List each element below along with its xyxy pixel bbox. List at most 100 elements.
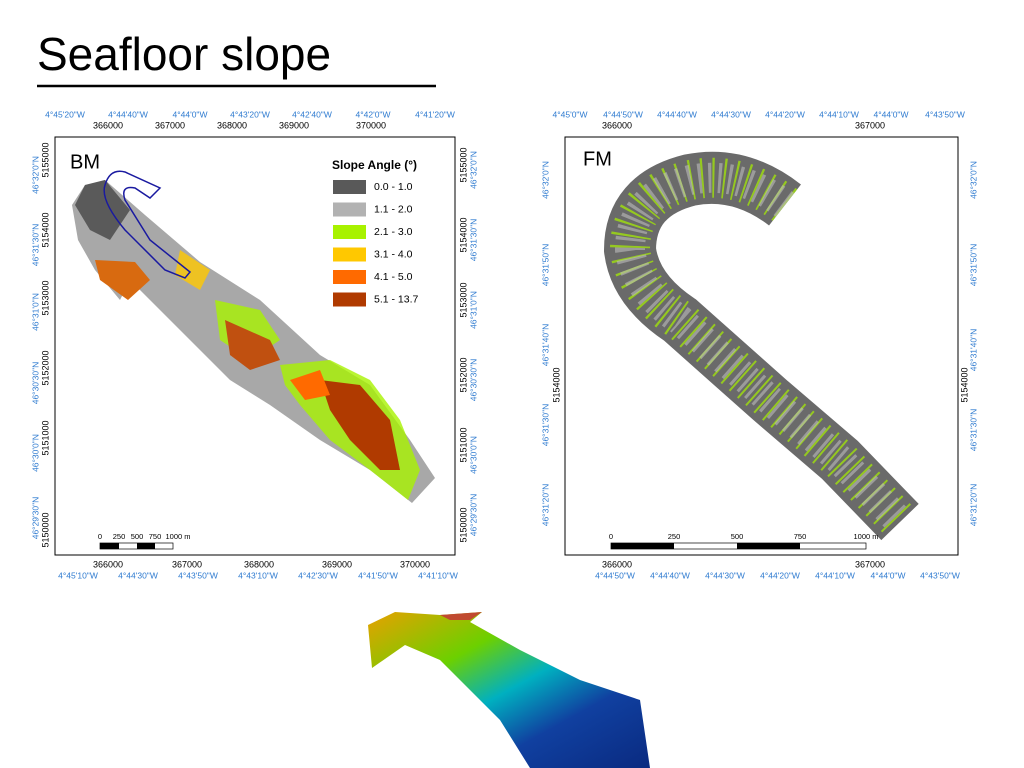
scale-label: 250 [668,532,681,541]
slide-title: Seafloor slope [37,28,331,80]
latitude-label: 46°32'0"N [30,156,40,194]
legend-label: 4.1 - 5.0 [374,271,413,283]
northing-label: 5154000 [551,367,561,402]
latitude-label: 46°31'30"N [540,404,550,447]
longitude-label: 4°44'20"W [765,109,805,119]
easting-label: 366000 [602,120,632,130]
northing-label: 5154000 [458,217,468,252]
scale-label: 750 [149,532,162,541]
northing-label: 5155000 [40,142,50,177]
longitude-label: 4°44'50"W [603,109,643,119]
longitude-label: 4°41'10"W [418,570,458,580]
latitude-label: 46°32'0"N [468,151,478,189]
longitude-label: 4°43'50"W [920,570,960,580]
longitude-label: 4°44'0"W [874,109,909,119]
legend-swatch [333,225,366,239]
northing-label: 5155000 [458,147,468,182]
longitude-label: 4°42'0"W [356,109,391,119]
easting-label: 367000 [855,120,885,130]
scale-bar [99,542,174,550]
latitude-label: 46°31'20"N [968,484,978,527]
legend-swatch [333,292,366,307]
easting-label: 368000 [217,120,247,130]
latitude-label: 46°31'30"N [30,224,40,267]
legend-title: Slope Angle (°) [332,158,417,172]
longitude-label: 4°43'20"W [230,109,270,119]
longitude-label: 4°44'30"W [711,109,751,119]
longitude-label: 4°44'30"W [705,570,745,580]
legend-label: 3.1 - 4.0 [374,248,413,260]
longitude-label: 4°44'40"W [108,109,148,119]
slope-surface [72,180,435,503]
easting-label: 367000 [172,559,202,569]
latitude-label: 46°32'0"N [968,161,978,199]
easting-label: 367000 [155,120,185,130]
latitude-label: 46°29'30"N [468,494,478,537]
scale-label: 1000 m [853,532,878,541]
slope-texture [609,157,915,536]
longitude-label: 4°45'0"W [553,109,588,119]
northing-label: 5150000 [458,507,468,542]
northing-label: 5151000 [458,427,468,462]
easting-label: 369000 [279,120,309,130]
longitude-label: 4°45'10"W [58,570,98,580]
scale-label: 250 [113,532,126,541]
easting-label: 369000 [322,559,352,569]
longitude-label: 4°44'30"W [118,570,158,580]
easting-label: 366000 [93,120,123,130]
latitude-label: 46°32'0"N [540,161,550,199]
longitude-label: 4°44'0"W [871,570,906,580]
map-label: FM [583,148,612,170]
easting-label: 368000 [244,559,274,569]
scale-label: 0 [609,532,613,541]
northing-label: 5150000 [40,512,50,547]
latitude-label: 46°31'40"N [540,324,550,367]
fm-map: FM 4°45'0"W 4°44'50"W 4°44'40"W 4°44'30"W 4°… [540,109,978,580]
easting-label: 367000 [855,559,885,569]
scale-label: 500 [131,532,144,541]
latitude-label: 46°31'50"N [540,244,550,287]
latitude-label: 46°31'0"N [468,291,478,329]
longitude-label: 4°44'10"W [815,570,855,580]
scale-label: 0 [98,532,102,541]
latitude-label: 46°30'30"N [468,359,478,402]
northing-label: 5153000 [458,282,468,317]
longitude-label: 4°44'40"W [650,570,690,580]
latitude-label: 46°31'30"N [968,409,978,452]
legend: 0.0 - 1.0 1.1 - 2.0 2.1 - 3.0 3.1 - 4.0 4.1 … [333,180,419,307]
latitude-label: 46°30'30"N [30,362,40,405]
scale-label: 1000 m [165,532,190,541]
easting-label: 370000 [356,120,386,130]
longitude-label: 4°44'50"W [595,570,635,580]
longitude-label: 4°42'30"W [298,570,338,580]
fm-outline [103,170,192,279]
latitude-label: 46°31'40"N [968,329,978,372]
legend-label: 1.1 - 2.0 [374,203,413,215]
legend-swatch [333,247,366,262]
legend-label: 5.1 - 13.7 [374,293,419,305]
legend-label: 2.1 - 3.0 [374,226,413,238]
scale-label: 500 [731,532,744,541]
northing-label: 5152000 [40,350,50,385]
longitude-label: 4°45'20"W [45,109,85,119]
northing-label: 5154000 [40,212,50,247]
longitude-label: 4°44'40"W [657,109,697,119]
longitude-label: 4°43'50"W [178,570,218,580]
northing-label: 5153000 [40,280,50,315]
longitude-label: 4°43'50"W [925,109,965,119]
latitude-label: 46°31'30"N [468,219,478,262]
latitude-label: 46°30'0"N [468,436,478,474]
bathymetry-3d [368,612,650,768]
slope-texture [614,162,911,533]
northing-label: 5154000 [959,367,969,402]
map-label: BM [70,151,100,173]
longitude-label: 4°44'0"W [173,109,208,119]
legend-swatch [333,270,366,284]
longitude-label: 4°44'20"W [760,570,800,580]
legend-swatch [333,180,366,194]
longitude-label: 4°43'10"W [238,570,278,580]
northing-label: 5151000 [40,420,50,455]
easting-label: 366000 [602,559,632,569]
latitude-label: 46°31'20"N [540,484,550,527]
